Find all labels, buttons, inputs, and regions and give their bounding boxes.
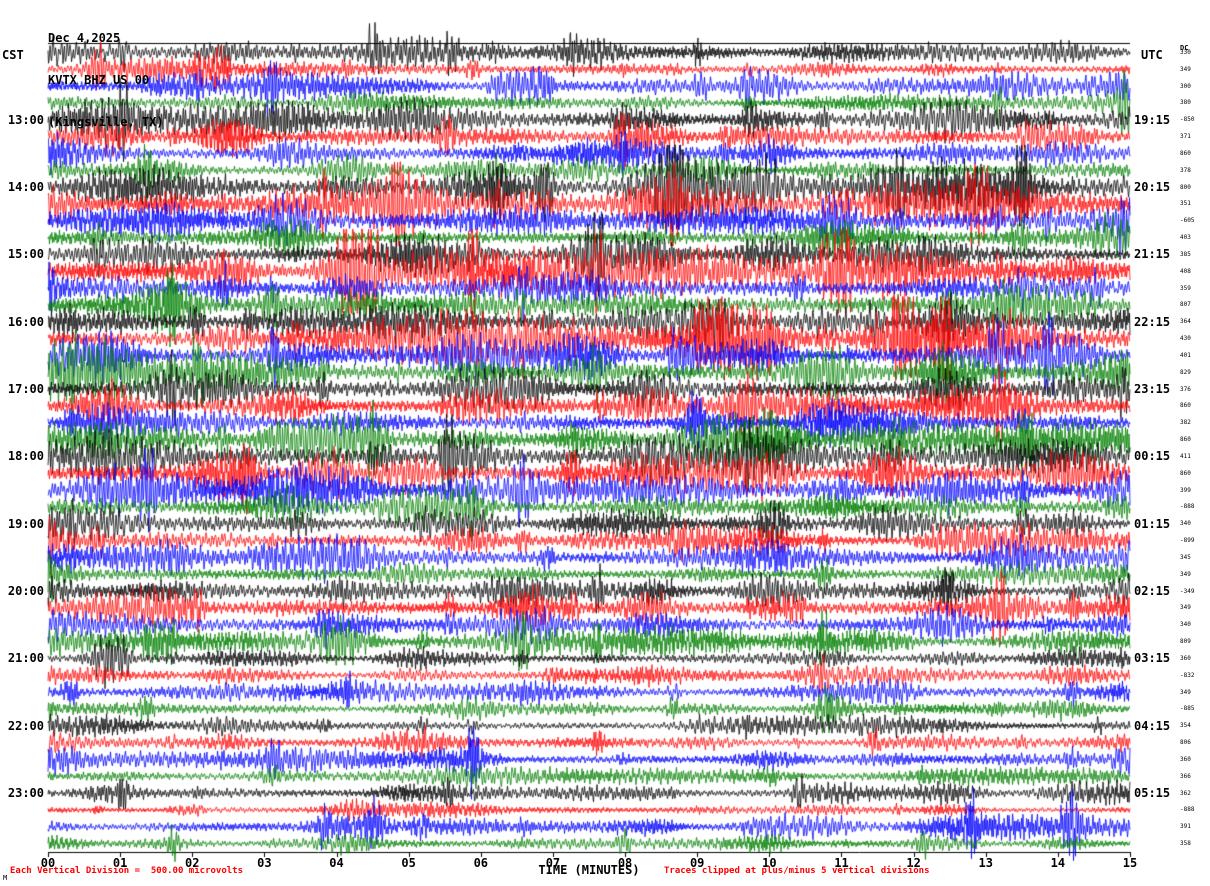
right-time-label: 21:15 (1134, 247, 1171, 262)
dc-value: 300 (1180, 82, 1191, 90)
dc-value: 351 (1180, 200, 1191, 208)
dc-value: -888 (1180, 503, 1195, 511)
dc-value: 349 (1180, 604, 1191, 612)
right-time-label: 00:15 (1134, 449, 1171, 464)
right-time-label: 04:15 (1134, 718, 1171, 733)
dc-value: 401 (1180, 351, 1191, 359)
right-time-label: 05:15 (1134, 786, 1171, 801)
left-time-label: 21:00 (7, 651, 44, 666)
x-tick-label: 03 (257, 856, 272, 870)
dc-value: 349 (1180, 688, 1191, 696)
right-time-label: 01:15 (1134, 516, 1171, 531)
header-date: Dec 4,2025 (48, 31, 121, 45)
x-tick-label: 15 (1122, 856, 1138, 870)
dc-value: 408 (1180, 267, 1191, 275)
dc-value: -899 (1180, 537, 1195, 545)
dc-value: 358 (1180, 840, 1191, 848)
x-tick-label: 05 (401, 856, 416, 870)
dc-value: 860 (1180, 436, 1191, 444)
right-time-label: 03:15 (1134, 651, 1171, 666)
dc-value: 366 (1180, 772, 1191, 780)
dc-value: -832 (1180, 671, 1195, 679)
header-station: KVTX BHZ US 00 (48, 73, 150, 87)
dc-value: -885 (1180, 705, 1195, 713)
x-tick-label: 14 (1050, 856, 1066, 870)
dc-value: 354 (1180, 722, 1191, 730)
dc-value: 829 (1180, 368, 1191, 376)
dc-value: 378 (1180, 166, 1191, 174)
right-time-label: 22:15 (1134, 314, 1171, 329)
x-tick-label: 02 (185, 856, 200, 870)
dc-value: 382 (1180, 419, 1191, 427)
x-tick-label: 13 (978, 856, 993, 870)
x-tick-label: 01 (112, 856, 128, 870)
dc-value: -888 (1180, 806, 1195, 814)
x-tick-label: 10 (762, 856, 777, 870)
left-time-label: 18:00 (7, 449, 44, 464)
left-time-label: 20:00 (7, 584, 44, 599)
left-time-label: 17:00 (7, 382, 44, 397)
corner-mark: M (3, 874, 8, 882)
dc-value: 403 (1180, 234, 1191, 242)
left-time-label: 13:00 (7, 112, 44, 127)
x-tick-label: 06 (473, 856, 489, 870)
dc-value: 809 (1180, 638, 1191, 646)
dc-value: -605 (1180, 217, 1195, 225)
dc-value: 807 (1180, 301, 1191, 309)
x-tick-label: 00 (40, 856, 56, 870)
x-tick-label: 12 (906, 856, 921, 870)
x-tick-label: 09 (689, 856, 705, 870)
dc-value: 860 (1180, 149, 1191, 157)
dc-value: 362 (1180, 789, 1191, 797)
dc-value: 411 (1180, 452, 1191, 460)
dc-value: 430 (1180, 335, 1191, 343)
x-axis-title: TIME (MINUTES) (538, 863, 640, 877)
dc-value: 860 (1180, 402, 1191, 410)
dc-value: 385 (1180, 250, 1191, 258)
left-time-label: 19:00 (7, 516, 44, 531)
dc-value: 349 (1180, 570, 1191, 578)
x-tick-label: 07 (545, 856, 561, 870)
right-time-label: 23:15 (1134, 382, 1171, 397)
dc-value: 359 (1180, 284, 1191, 292)
x-tick-label: 04 (329, 856, 344, 870)
left-time-label: 22:00 (7, 718, 44, 733)
dc-value: 371 (1180, 133, 1191, 141)
dc-value: 330 (1180, 48, 1191, 56)
dc-value: 345 (1180, 553, 1191, 561)
dc-value: 376 (1180, 385, 1191, 393)
left-time-label: 14:00 (7, 180, 44, 195)
dc-value: 349 (1180, 65, 1191, 73)
dc-value: -850 (1180, 116, 1195, 124)
dc-value: 360 (1180, 654, 1191, 662)
dc-value: 800 (1180, 183, 1191, 191)
dc-value: 806 (1180, 739, 1191, 747)
dc-value: 364 (1180, 318, 1191, 326)
left-time-label: 16:00 (7, 314, 44, 329)
right-time-label: 19:15 (1134, 112, 1171, 127)
dc-value: 340 (1180, 621, 1191, 629)
right-timezone-label: UTC (1141, 48, 1163, 62)
left-time-label: 15:00 (7, 247, 44, 262)
left-timezone-label: CST (2, 48, 24, 62)
dc-value: 391 (1180, 823, 1191, 831)
right-time-label: 02:15 (1134, 584, 1171, 599)
x-tick-label: 08 (617, 856, 633, 870)
dc-column-label: DC (1180, 44, 1189, 52)
dc-value: 860 (1180, 469, 1191, 477)
header-location: (Kingsville, TX) (48, 115, 164, 129)
dc-value: 340 (1180, 520, 1191, 528)
right-time-label: 20:15 (1134, 180, 1171, 195)
dc-value: 380 (1180, 99, 1191, 107)
clipping-note: Traces clipped at plus/minus 5 vertical … (664, 866, 930, 876)
vertical-division-note: Each Vertical Division = 500.00 microvol… (10, 866, 243, 876)
title-block: Dec 4,2025 KVTX BHZ US 00 (Kingsville, T… (48, 3, 164, 157)
dc-value: 360 (1180, 755, 1191, 763)
dc-value: -349 (1180, 587, 1195, 595)
x-tick-label: 11 (834, 856, 849, 870)
dc-value: 399 (1180, 486, 1191, 494)
left-time-label: 23:00 (7, 786, 44, 801)
